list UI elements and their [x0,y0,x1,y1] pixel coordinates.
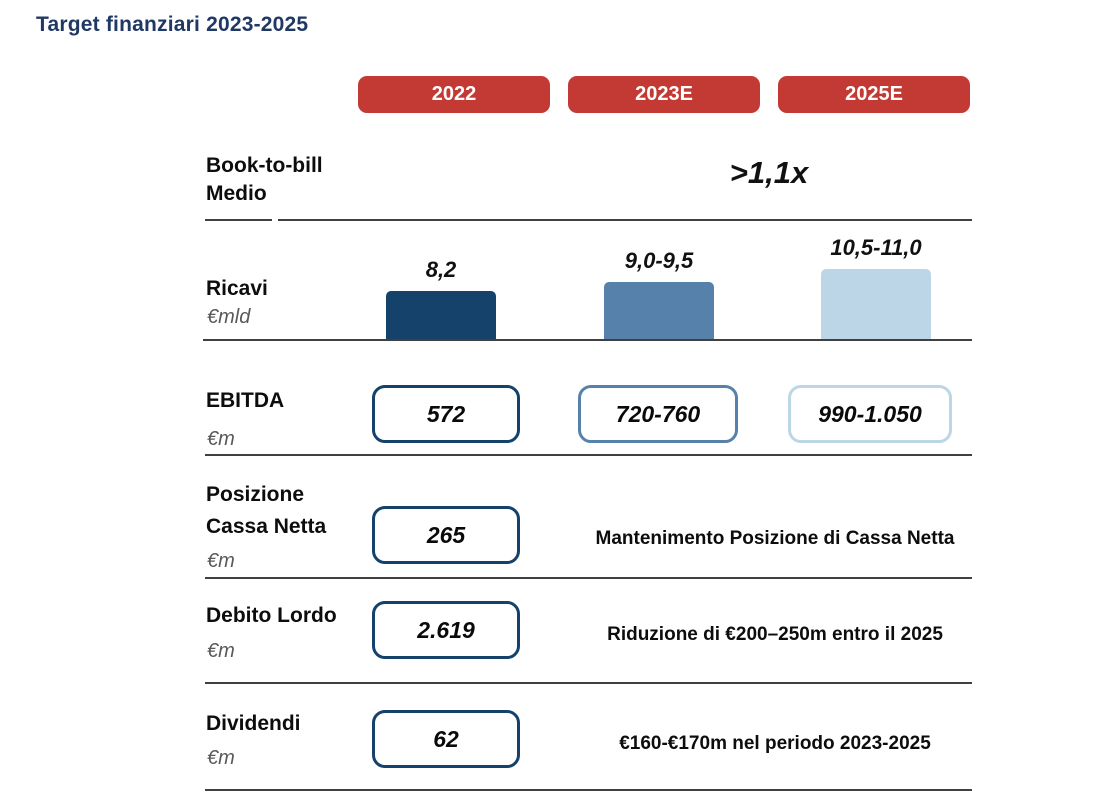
page-title: Target finanziari 2023-2025 [36,13,309,36]
ebitda-box-2023e: 720-760 [578,385,738,443]
row-divider-ebitda [205,454,972,456]
ricavi-bar-group-2023e: 9,0-9,5 [569,248,749,339]
ricavi-bar-2025e [821,269,931,339]
row-unit-cassa-netta: €m [207,550,235,572]
cassa-netta-box-2022: 265 [372,506,520,564]
column-badge-2022: 2022 [358,76,550,113]
row-label-book-to-bill-line2: Medio [206,182,267,205]
column-badge-2023e-label: 2023E [635,83,693,105]
row-divider-dividendi [205,789,972,791]
ricavi-bar-value-2023e: 9,0-9,5 [624,248,694,273]
ebitda-box-2022: 572 [372,385,520,443]
ebitda-value-2023e: 720-760 [615,400,701,427]
ricavi-bar-2023e [604,282,714,339]
dividendi-box-2022: 62 [372,710,520,768]
dividendi-value-2022: 62 [433,725,459,752]
row-divider-cassa-netta [205,577,972,579]
row-label-ricavi: Ricavi [206,277,268,300]
debito-lordo-note: Riduzione di €200–250m entro il 2025 [607,624,943,645]
ricavi-bar-group-2025e: 10,5-11,0 [786,235,966,339]
row-unit-ricavi: €mld [207,306,251,328]
column-badge-2025e: 2025E [778,76,970,113]
row-label-ebitda: EBITDA [206,389,285,412]
cassa-netta-note: Mantenimento Posizione di Cassa Netta [595,528,955,549]
ricavi-bar-2022 [386,291,496,339]
ebitda-value-2025e: 990-1.050 [818,400,922,427]
row-unit-ebitda: €m [207,428,235,450]
ricavi-bar-value-2022: 8,2 [425,257,457,282]
column-badge-2022-label: 2022 [431,83,477,105]
row-label-cassa-netta-line1: Posizione [206,483,305,506]
row-divider-book-to-bill-right [278,219,972,221]
ricavi-bar-value-2025e: 10,5-11,0 [830,235,922,260]
row-label-cassa-netta-line2: Cassa Netta [206,515,327,538]
row-label-book-to-bill-line1: Book-to-bill [206,154,323,177]
row-divider-ricavi [203,339,972,341]
dividendi-note: €160-€170m nel periodo 2023-2025 [619,733,931,754]
row-unit-debito-lordo: €m [207,640,235,662]
debito-lordo-box-2022: 2.619 [372,601,520,659]
ricavi-bar-group-2022: 8,2 [351,257,531,339]
row-divider-debito-lordo [205,682,972,684]
ricavi-bar-chart: 8,2 9,0-9,5 10,5-11,0 [0,0,1112,339]
column-badge-2025e-label: 2025E [845,83,903,105]
book-to-bill-value: >1,1x [729,155,809,190]
cassa-netta-value-2022: 265 [426,521,466,548]
ebitda-value-2022: 572 [426,400,466,427]
ebitda-box-2025e: 990-1.050 [788,385,952,443]
row-unit-dividendi: €m [207,747,235,769]
debito-lordo-value-2022: 2.619 [417,616,475,643]
column-badge-2023e: 2023E [568,76,760,113]
row-divider-book-to-bill-left [205,219,272,221]
row-label-debito-lordo: Debito Lordo [206,604,337,627]
row-label-cassa-netta: Posizione Cassa Netta [206,479,326,543]
row-label-dividendi: Dividendi [206,712,301,735]
row-label-book-to-bill: Book-to-bill Medio [206,152,323,208]
